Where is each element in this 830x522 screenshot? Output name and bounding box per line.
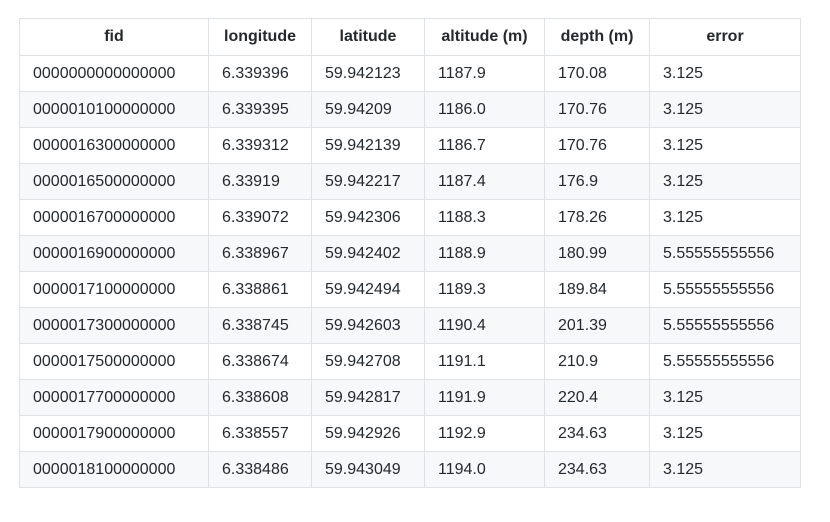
cell-altitude: 1189.3 <box>424 271 545 308</box>
cell-fid: 0000010100000000 <box>19 91 209 128</box>
header-depth: depth (m) <box>544 18 650 56</box>
cell-longitude: 6.339395 <box>208 91 312 128</box>
cell-depth: 210.9 <box>544 343 650 380</box>
cell-depth: 234.63 <box>544 415 650 452</box>
table-row: 0000017100000000 6.338861 59.942494 1189.3 1… <box>19 271 801 308</box>
cell-altitude: 1186.0 <box>424 91 545 128</box>
cell-error: 3.125 <box>649 163 801 200</box>
table-row: 0000010100000000 6.339395 59.94209 1186.0 17… <box>19 91 801 128</box>
cell-longitude: 6.338861 <box>208 271 312 308</box>
cell-error: 3.125 <box>649 199 801 236</box>
data-table-container: fid longitude latitude altitude (m) dept… <box>19 18 801 488</box>
cell-depth: 189.84 <box>544 271 650 308</box>
cell-fid: 0000016500000000 <box>19 163 209 200</box>
cell-fid: 0000017300000000 <box>19 307 209 344</box>
table-row: 0000017900000000 6.338557 59.942926 1192.9 2… <box>19 415 801 452</box>
cell-depth: 220.4 <box>544 379 650 416</box>
cell-longitude: 6.338557 <box>208 415 312 452</box>
cell-longitude: 6.338486 <box>208 451 312 488</box>
cell-fid: 0000016300000000 <box>19 127 209 164</box>
cell-depth: 201.39 <box>544 307 650 344</box>
cell-altitude: 1188.3 <box>424 199 545 236</box>
cell-latitude: 59.942494 <box>311 271 425 308</box>
cell-latitude: 59.942139 <box>311 127 425 164</box>
cell-depth: 234.63 <box>544 451 650 488</box>
header-row: fid longitude latitude altitude (m) dept… <box>19 18 801 56</box>
cell-latitude: 59.942708 <box>311 343 425 380</box>
header-altitude: altitude (m) <box>424 18 545 56</box>
cell-altitude: 1188.9 <box>424 235 545 272</box>
cell-depth: 178.26 <box>544 199 650 236</box>
cell-fid: 0000018100000000 <box>19 451 209 488</box>
cell-error: 5.55555555556 <box>649 343 801 380</box>
cell-longitude: 6.338967 <box>208 235 312 272</box>
cell-longitude: 6.338674 <box>208 343 312 380</box>
cell-altitude: 1191.9 <box>424 379 545 416</box>
cell-depth: 170.08 <box>544 55 650 92</box>
cell-latitude: 59.942217 <box>311 163 425 200</box>
cell-latitude: 59.943049 <box>311 451 425 488</box>
cell-longitude: 6.339312 <box>208 127 312 164</box>
cell-latitude: 59.942123 <box>311 55 425 92</box>
cell-longitude: 6.338745 <box>208 307 312 344</box>
cell-altitude: 1192.9 <box>424 415 545 452</box>
cell-fid: 0000017700000000 <box>19 379 209 416</box>
cell-fid: 0000017900000000 <box>19 415 209 452</box>
table-row: 0000017700000000 6.338608 59.942817 1191.9 2… <box>19 379 801 416</box>
header-longitude: longitude <box>208 18 312 56</box>
cell-latitude: 59.942306 <box>311 199 425 236</box>
cell-error: 5.55555555556 <box>649 271 801 308</box>
cell-depth: 170.76 <box>544 127 650 164</box>
cell-error: 3.125 <box>649 451 801 488</box>
cell-latitude: 59.942926 <box>311 415 425 452</box>
cell-altitude: 1187.4 <box>424 163 545 200</box>
cell-latitude: 59.942603 <box>311 307 425 344</box>
table-row: 0000000000000000 6.339396 59.942123 1187.9 1… <box>19 55 801 92</box>
cell-fid: 0000016900000000 <box>19 235 209 272</box>
cell-longitude: 6.338608 <box>208 379 312 416</box>
table-row: 0000016700000000 6.339072 59.942306 1188.3 1… <box>19 199 801 236</box>
header-latitude: latitude <box>311 18 425 56</box>
cell-error: 3.125 <box>649 379 801 416</box>
cell-longitude: 6.33919 <box>208 163 312 200</box>
cell-latitude: 59.942817 <box>311 379 425 416</box>
table-row: 0000018100000000 6.338486 59.943049 1194.0 2… <box>19 451 801 488</box>
data-table: fid longitude latitude altitude (m) dept… <box>19 18 801 488</box>
cell-longitude: 6.339396 <box>208 55 312 92</box>
cell-depth: 176.9 <box>544 163 650 200</box>
cell-depth: 170.76 <box>544 91 650 128</box>
cell-error: 3.125 <box>649 415 801 452</box>
cell-altitude: 1194.0 <box>424 451 545 488</box>
cell-error: 3.125 <box>649 127 801 164</box>
cell-altitude: 1186.7 <box>424 127 545 164</box>
cell-longitude: 6.339072 <box>208 199 312 236</box>
cell-fid: 0000000000000000 <box>19 55 209 92</box>
cell-latitude: 59.94209 <box>311 91 425 128</box>
table-row: 0000016500000000 6.33919 59.942217 1187.4 17… <box>19 163 801 200</box>
cell-altitude: 1191.1 <box>424 343 545 380</box>
cell-latitude: 59.942402 <box>311 235 425 272</box>
table-body: 0000000000000000 6.339396 59.942123 1187.9 1… <box>19 55 801 488</box>
cell-error: 3.125 <box>649 55 801 92</box>
header-error: error <box>649 18 801 56</box>
cell-fid: 0000016700000000 <box>19 199 209 236</box>
cell-error: 5.55555555556 <box>649 307 801 344</box>
cell-altitude: 1187.9 <box>424 55 545 92</box>
cell-error: 3.125 <box>649 91 801 128</box>
cell-error: 5.55555555556 <box>649 235 801 272</box>
table-row: 0000016300000000 6.339312 59.942139 1186.7 1… <box>19 127 801 164</box>
table-row: 0000017500000000 6.338674 59.942708 1191.1 2… <box>19 343 801 380</box>
cell-fid: 0000017100000000 <box>19 271 209 308</box>
header-fid: fid <box>19 18 209 56</box>
cell-depth: 180.99 <box>544 235 650 272</box>
table-row: 0000016900000000 6.338967 59.942402 1188.9 1… <box>19 235 801 272</box>
cell-altitude: 1190.4 <box>424 307 545 344</box>
cell-fid: 0000017500000000 <box>19 343 209 380</box>
table-header: fid longitude latitude altitude (m) dept… <box>19 18 801 56</box>
table-row: 0000017300000000 6.338745 59.942603 1190.4 2… <box>19 307 801 344</box>
